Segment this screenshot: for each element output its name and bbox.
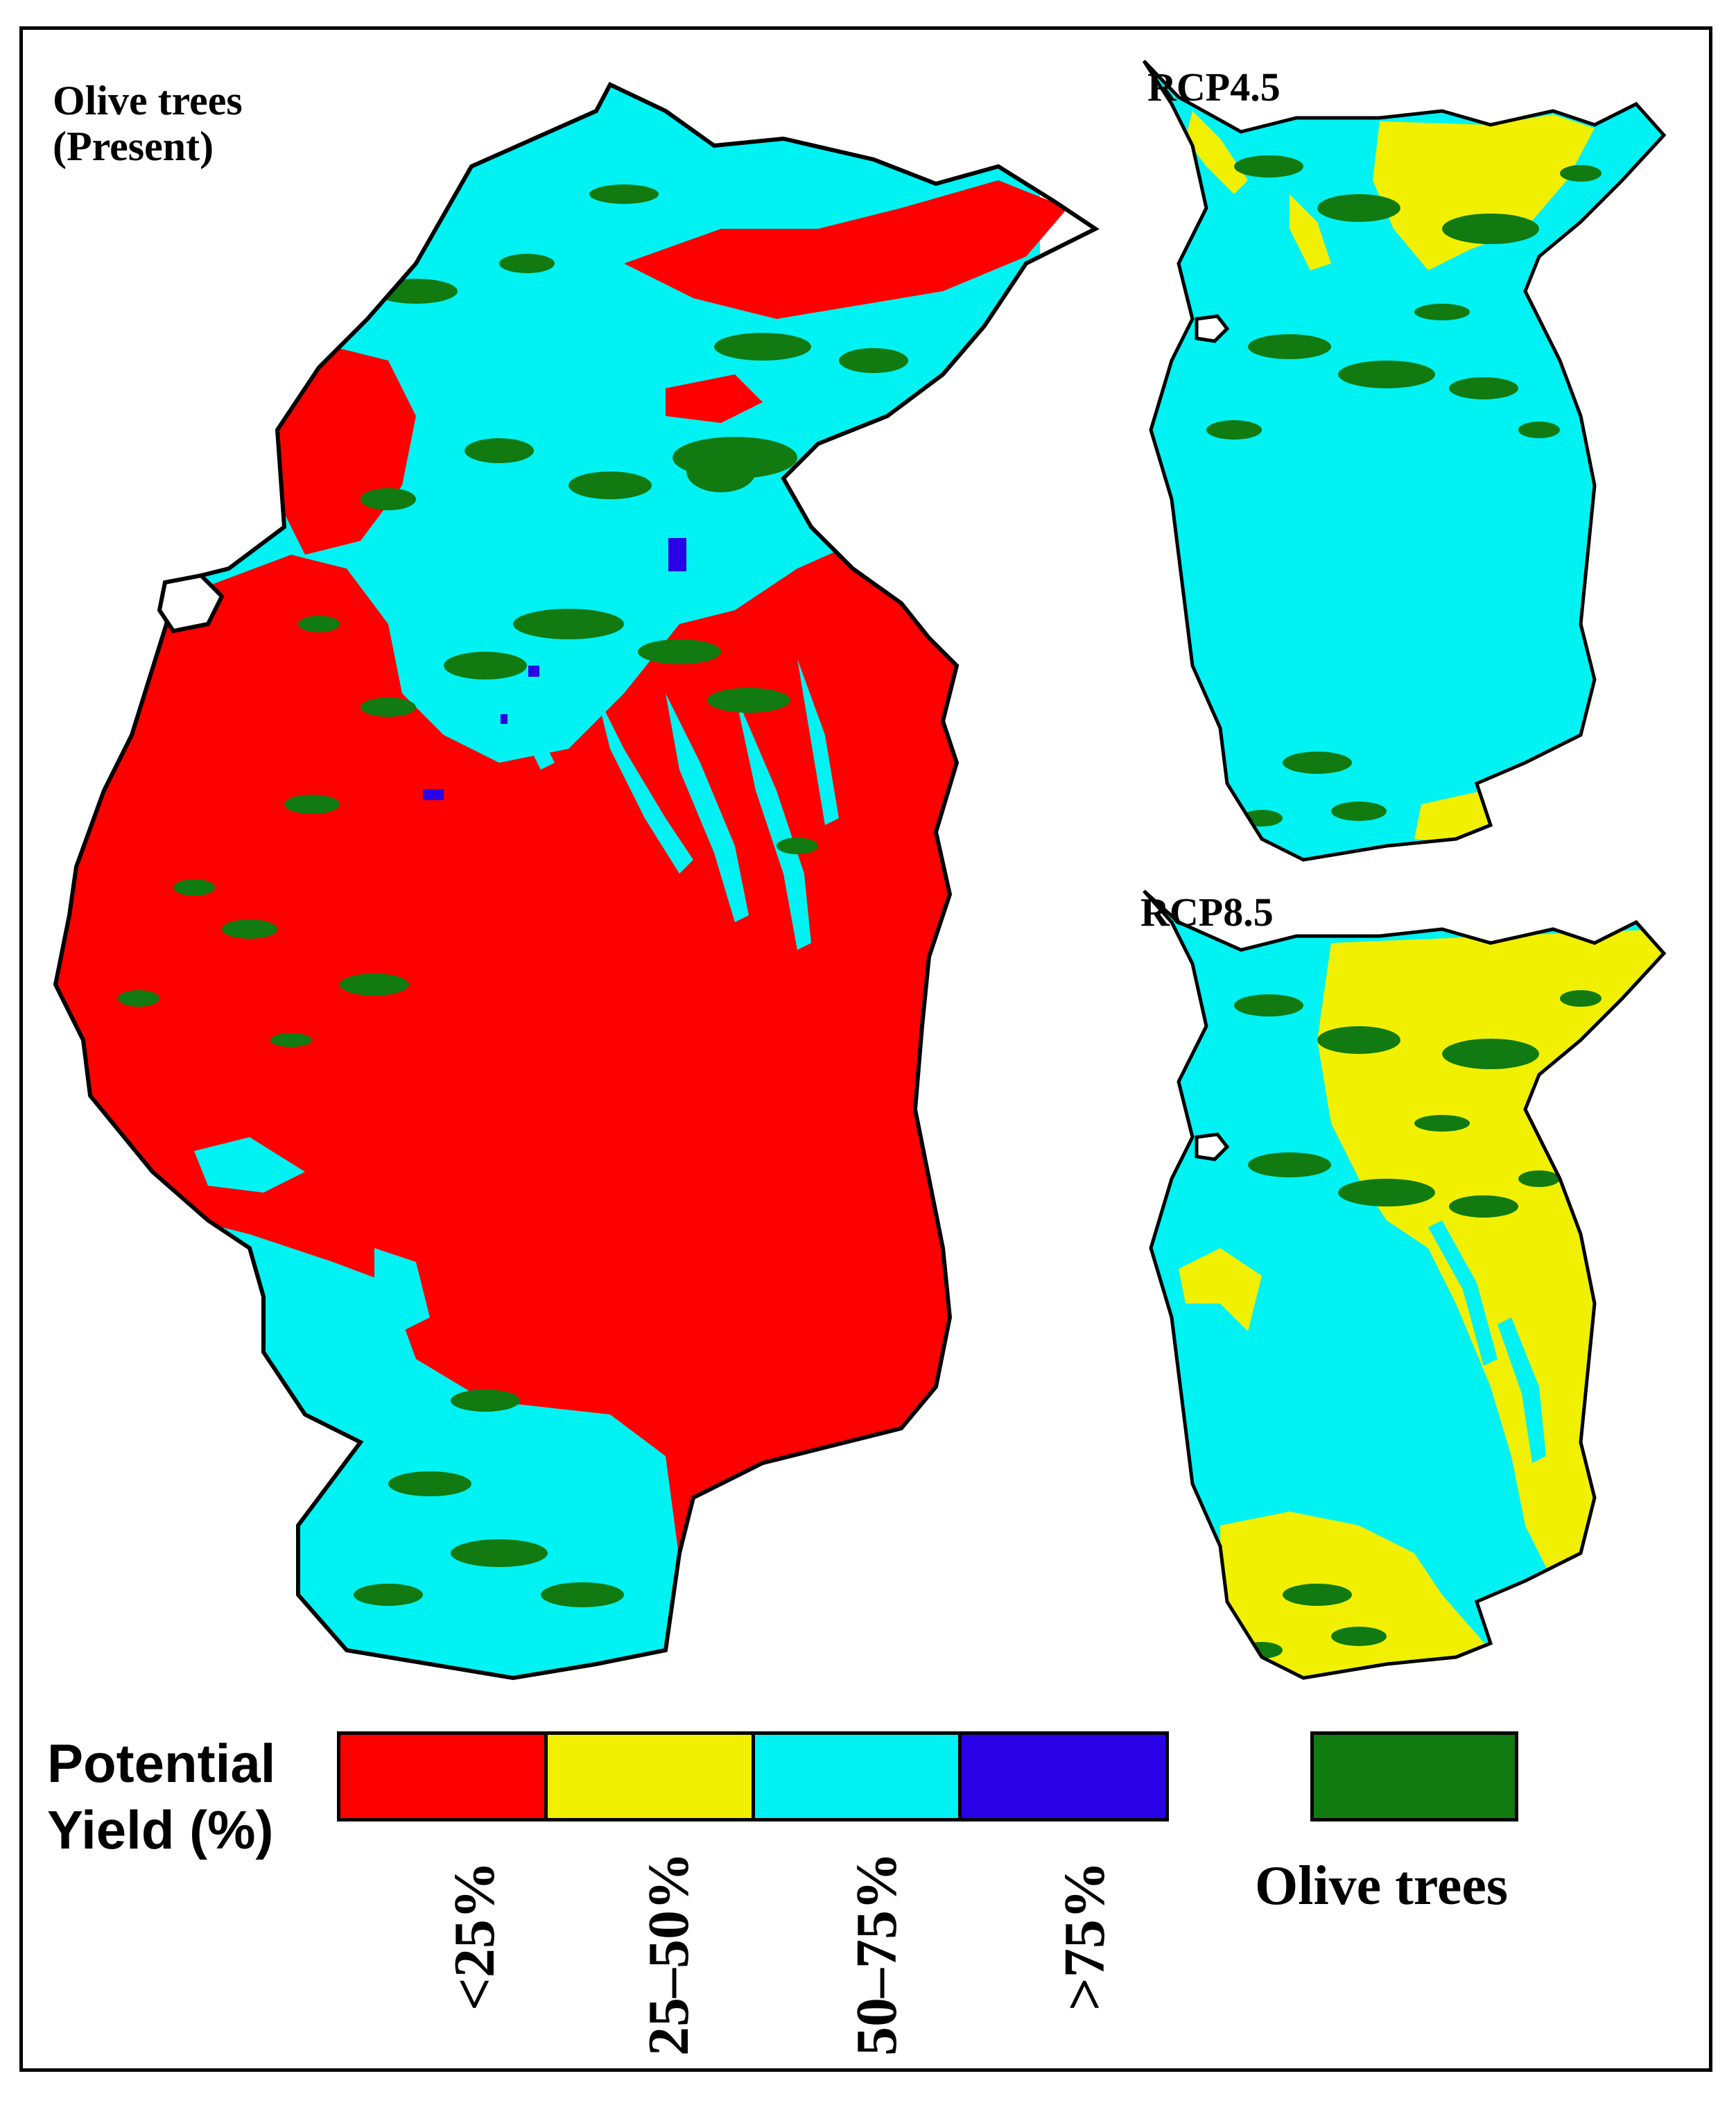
rcp85-map xyxy=(1144,891,1664,1678)
present-cyan-streaks xyxy=(194,659,839,1477)
figure-frame xyxy=(19,26,1712,2072)
rcp45-title: RCP4.5 xyxy=(1147,64,1281,110)
rcp45-olive-patches xyxy=(1206,155,1602,827)
rcp85-title: RCP8.5 xyxy=(1140,890,1274,935)
rcp85-yellow-zone-west xyxy=(1179,1248,1262,1331)
present-title-line2: (Present) xyxy=(53,123,214,169)
legend-label-50-75: 50–75% xyxy=(844,1852,909,2056)
legend-title: Potential Yield (%) xyxy=(47,1730,275,1863)
present-map-lake xyxy=(157,573,225,634)
rcp85-map-lake xyxy=(1195,1132,1230,1161)
legend-label-lt25: <25% xyxy=(442,1861,507,2011)
present-red-zone-west xyxy=(55,818,513,1054)
present-map-outline xyxy=(53,82,1100,1681)
present-title: Olive trees (Present) xyxy=(53,78,243,169)
rcp45-map-lake xyxy=(1195,314,1230,343)
present-blue-cells xyxy=(423,538,686,800)
legend-swatch-lt25 xyxy=(340,1735,544,1818)
present-red-zone-ne xyxy=(624,180,1068,319)
legend-label-gt75: >75% xyxy=(1052,1861,1117,2011)
present-red-zone-center xyxy=(666,374,763,423)
rcp45-map xyxy=(1144,61,1664,860)
rcp85-cyan-streaks xyxy=(1428,1220,1546,1463)
legend-title-line2: Yield (%) xyxy=(47,1799,274,1860)
legend-label-olive: Olive trees xyxy=(1255,1855,1509,1916)
present-olive-patches xyxy=(118,184,908,1607)
legend-swatch-gt75 xyxy=(958,1735,1165,1818)
rcp85-map-outline xyxy=(1143,890,1667,1680)
present-map xyxy=(55,85,1068,1678)
present-title-line1: Olive trees xyxy=(53,78,243,123)
rcp45-yellow-zones xyxy=(1186,111,1595,842)
rcp85-yellow-zone-south xyxy=(1220,1512,1491,1678)
rcp85-olive-patches xyxy=(1234,990,1602,1659)
rcp45-map-outline xyxy=(1142,60,1667,862)
legend-title-line1: Potential xyxy=(47,1733,276,1794)
legend-swatch-25-50 xyxy=(544,1735,752,1818)
present-red-zone-main xyxy=(55,541,971,1664)
legend-label-25-50: 25–50% xyxy=(636,1852,701,2056)
legend-color-bar xyxy=(337,1731,1169,1821)
legend-swatch-50-75 xyxy=(751,1735,959,1818)
legend-swatch-olive xyxy=(1310,1731,1518,1821)
